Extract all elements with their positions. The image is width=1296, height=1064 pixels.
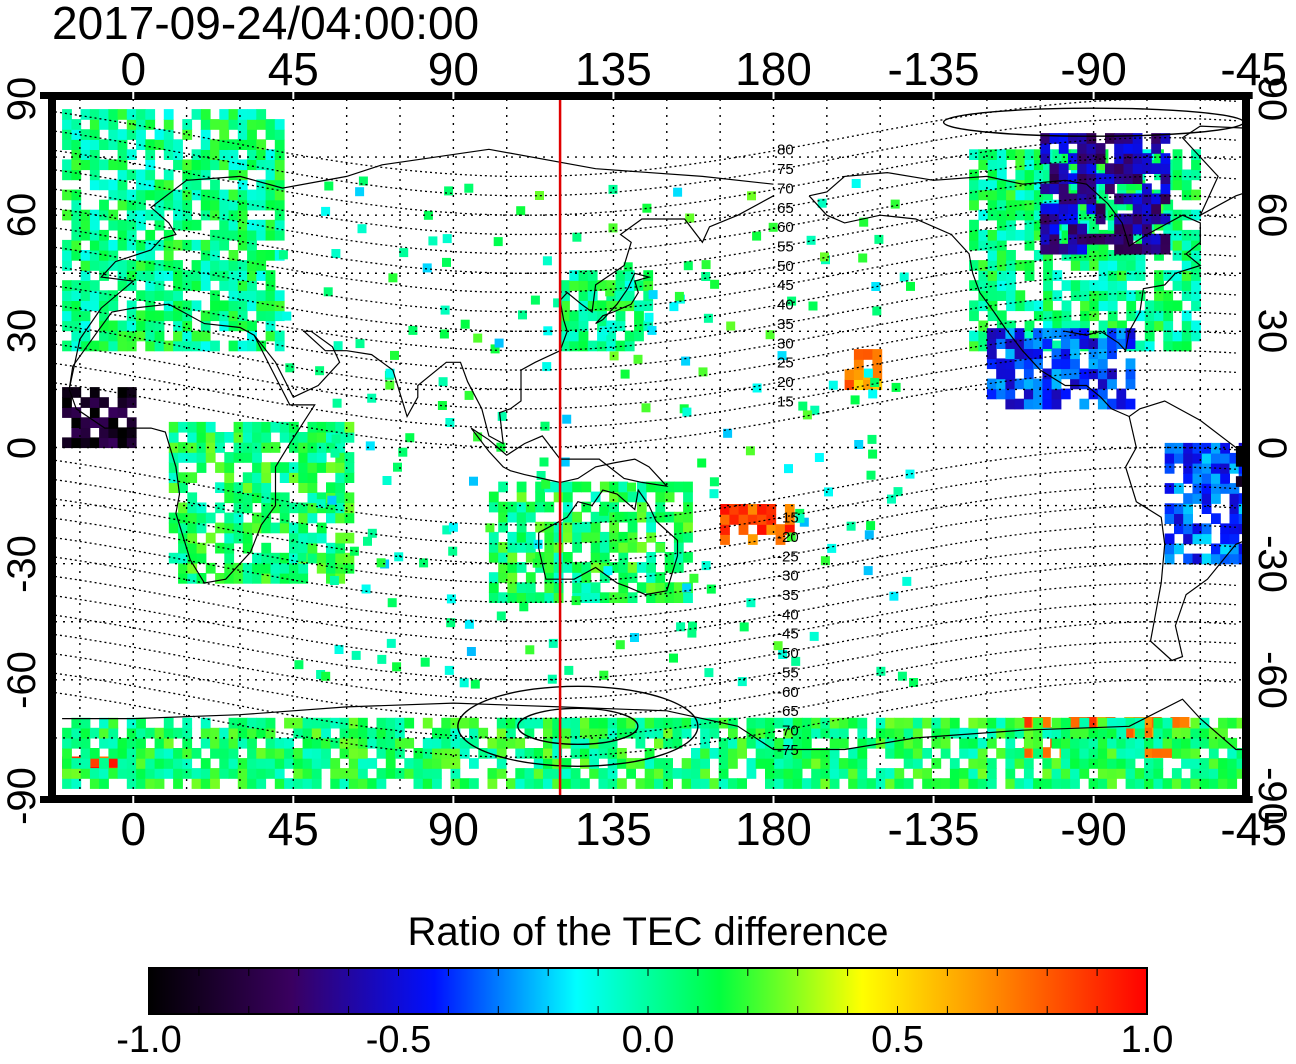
magnetic-label: 20 bbox=[777, 374, 794, 391]
coastline-7 bbox=[1181, 125, 1243, 216]
magnetic-label: -45 bbox=[777, 626, 799, 643]
magnetic-label: -75 bbox=[777, 742, 799, 759]
lon-tick-top: 90 bbox=[427, 43, 479, 95]
magnetic-label: -25 bbox=[777, 548, 799, 565]
tec-region-6 bbox=[1164, 442, 1243, 565]
magnetic-label: 65 bbox=[777, 200, 794, 217]
lon-tick-bottom: 135 bbox=[575, 803, 652, 855]
tec-region-11 bbox=[720, 504, 795, 545]
lat-tick-left: 30 bbox=[0, 309, 44, 354]
lon-tick-bottom: 180 bbox=[735, 803, 812, 855]
lat-tick-right: 60 bbox=[1250, 192, 1294, 238]
lat-tick-right: 0 bbox=[1250, 436, 1294, 459]
left-axis-bar bbox=[48, 92, 55, 803]
lon-tick-bottom: 0 bbox=[120, 803, 147, 855]
lat-tick-left: 0 bbox=[0, 436, 44, 459]
tec-data-layer bbox=[62, 109, 1243, 789]
magnetic-latitude-contours bbox=[55, 99, 1243, 767]
tec-region-5 bbox=[986, 328, 1136, 410]
tec-region-0 bbox=[62, 109, 285, 352]
magnetic-label: 40 bbox=[777, 297, 794, 314]
magnetic-label: 15 bbox=[777, 393, 794, 410]
magnetic-label: -65 bbox=[777, 703, 799, 720]
coastline-10 bbox=[470, 427, 669, 488]
magnetic-label: 80 bbox=[777, 142, 794, 159]
magnetic-latitude-labels: 80 75 70 65 60 55 50 45 40 35 30 25 20 15 -15 -20 -25 -30… bbox=[777, 142, 799, 759]
lon-tick-top: 45 bbox=[267, 43, 319, 95]
right-axis-bar bbox=[1243, 92, 1250, 803]
tec-region-8 bbox=[62, 387, 137, 449]
magnetic-label: 75 bbox=[777, 161, 794, 178]
tec-region-1 bbox=[168, 421, 355, 584]
map-title: 2017-09-24/04:00:00 bbox=[52, 0, 480, 49]
colorbar-tick-label: -1.0 bbox=[116, 1019, 182, 1061]
lon-tick-top: -90 bbox=[1060, 43, 1127, 95]
magnetic-label: 45 bbox=[777, 277, 794, 294]
coastline-5 bbox=[1124, 416, 1243, 662]
lat-tick-right: 30 bbox=[1250, 309, 1294, 354]
coastline-8 bbox=[595, 272, 652, 325]
bottom-axis-bar bbox=[40, 796, 1254, 803]
axis-tick-marks bbox=[132, 92, 1255, 803]
tec-scattered-points bbox=[278, 176, 919, 689]
magnetic-label: 70 bbox=[777, 180, 794, 197]
lon-tick-top: -135 bbox=[887, 43, 980, 95]
colorbar-tick-label: 0.5 bbox=[871, 1019, 924, 1061]
lon-tick-top: 135 bbox=[575, 43, 652, 95]
lat-tick-right: 90 bbox=[1250, 76, 1294, 122]
lon-tick-top: -45 bbox=[1220, 43, 1287, 95]
lat-tick-left: -60 bbox=[0, 650, 44, 709]
colorbar-title: Ratio of the TEC difference bbox=[407, 910, 889, 954]
colorbar-tick-label: 1.0 bbox=[1120, 1019, 1174, 1061]
coastline-0 bbox=[68, 148, 774, 390]
magnetic-label: 60 bbox=[777, 219, 794, 236]
coastline-1 bbox=[68, 303, 316, 584]
lon-tick-top: 0 bbox=[120, 43, 147, 95]
magnetic-label: -55 bbox=[777, 664, 799, 681]
lon-tick-bottom: -90 bbox=[1060, 803, 1127, 855]
colorbar-tick-label: -0.5 bbox=[365, 1019, 432, 1061]
magnetic-label: -40 bbox=[777, 606, 799, 623]
magnetic-label: 50 bbox=[777, 258, 794, 275]
magnetic-label: -60 bbox=[777, 684, 799, 701]
coastline-6 bbox=[808, 171, 1202, 352]
lon-tick-bottom: 90 bbox=[427, 803, 479, 855]
colorbar-tick-marks bbox=[148, 968, 1148, 1014]
magnetic-label: -50 bbox=[777, 645, 799, 662]
lat-tick-right: -90 bbox=[1250, 767, 1294, 825]
coastline-3 bbox=[538, 488, 679, 596]
lat-tick-left: -30 bbox=[0, 534, 44, 593]
lon-tick-bottom: 45 bbox=[267, 803, 319, 855]
lon-tick-bottom: -135 bbox=[887, 803, 980, 855]
lat-tick-right: -60 bbox=[1250, 650, 1294, 709]
lat-tick-left: 60 bbox=[0, 192, 44, 238]
coastline-4 bbox=[808, 195, 1243, 458]
lat-tick-left: -90 bbox=[0, 767, 44, 825]
lon-tick-top: 180 bbox=[735, 43, 812, 95]
magnetic-label: -70 bbox=[777, 723, 799, 740]
tec-region-3 bbox=[560, 270, 654, 352]
magnetic-label: -20 bbox=[777, 529, 799, 546]
magnetic-label: 35 bbox=[777, 316, 794, 333]
coastline-2 bbox=[253, 195, 774, 445]
lat-tick-right: -30 bbox=[1250, 534, 1294, 593]
magnetic-label: 25 bbox=[777, 355, 794, 372]
magnetic-label: -30 bbox=[777, 568, 799, 585]
coastline-9 bbox=[62, 698, 1243, 751]
colorbar-tick-label: 0.0 bbox=[621, 1019, 675, 1061]
coastlines bbox=[62, 125, 1243, 751]
lat-tick-left: 90 bbox=[0, 76, 44, 122]
top-axis-bar bbox=[40, 92, 1254, 99]
magnetic-label: 30 bbox=[777, 335, 794, 352]
magnetic-label: -15 bbox=[777, 510, 799, 527]
lon-tick-bottom: -45 bbox=[1220, 803, 1287, 855]
magnetic-label: 55 bbox=[777, 238, 794, 255]
tec-region-14 bbox=[62, 717, 1243, 789]
magnetic-label: -35 bbox=[777, 587, 799, 604]
